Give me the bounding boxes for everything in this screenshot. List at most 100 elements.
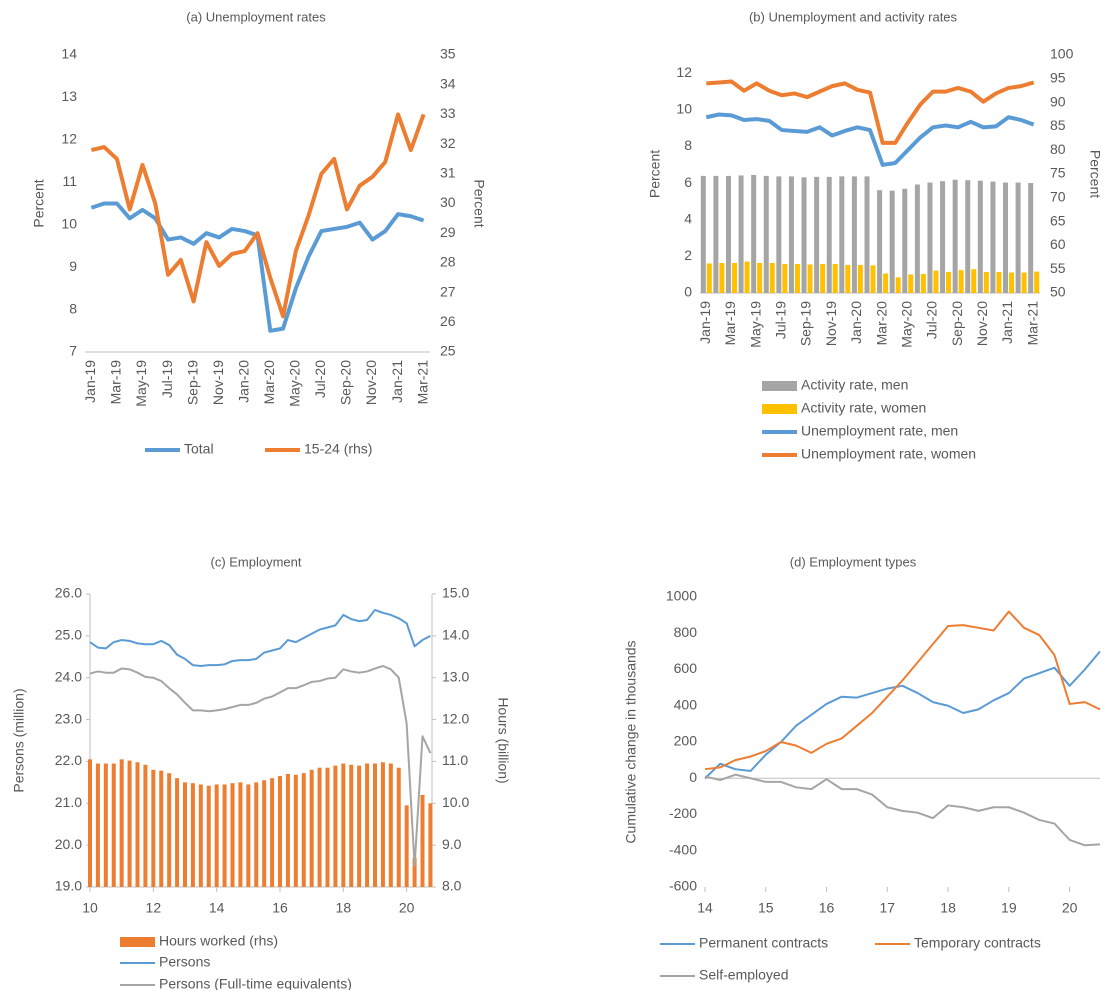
x-tick-label: Mar-21 — [414, 360, 430, 405]
bar — [206, 785, 211, 887]
x-tick-label: Mar-19 — [722, 301, 738, 346]
x-tick-label: May-19 — [133, 360, 149, 407]
bar — [301, 773, 306, 887]
y2-tick-label: 50 — [1050, 284, 1066, 300]
bar — [119, 759, 124, 887]
y2-tick-label: 14.0 — [442, 627, 469, 643]
x-tick-label: Sep-20 — [338, 360, 354, 405]
bar — [88, 759, 92, 887]
bar — [412, 857, 417, 887]
bar — [214, 784, 219, 887]
y2-tick-label: 32 — [440, 135, 456, 151]
y-axis-title: Percent — [31, 179, 47, 227]
bar — [230, 783, 235, 887]
y2-axis-title: Percent — [471, 179, 487, 227]
legend-label: Persons — [159, 954, 210, 970]
y2-tick-label: 25 — [440, 343, 456, 359]
bar — [719, 263, 725, 293]
y-tick-label: 800 — [674, 624, 698, 640]
legend-label: Total — [184, 441, 214, 457]
legend-label: Unemployment rate, women — [801, 446, 976, 462]
y2-tick-label: 27 — [440, 283, 456, 299]
x-tick-label: Jan-20 — [848, 301, 864, 344]
y-tick-label: 26.0 — [55, 585, 82, 601]
y-tick-label: 0 — [689, 769, 697, 785]
bar — [95, 763, 100, 887]
line-series — [704, 773, 1101, 847]
bar — [380, 762, 385, 887]
bar — [914, 184, 920, 293]
bar — [325, 767, 330, 887]
bar — [990, 181, 996, 293]
bar — [1015, 182, 1021, 293]
y2-tick-label: 85 — [1050, 117, 1066, 133]
x-tick-label: 10 — [82, 900, 98, 916]
bar — [396, 767, 401, 887]
bar — [262, 780, 267, 887]
x-tick-label: 12 — [146, 900, 162, 916]
bar — [788, 176, 794, 293]
legend-label: Activity rate, men — [801, 377, 908, 393]
legend-label: Self-employed — [699, 967, 789, 983]
bar — [404, 805, 409, 887]
y-tick-label: -400 — [669, 841, 697, 857]
y-tick-label: 14 — [61, 46, 77, 62]
bar — [883, 273, 889, 293]
bar — [167, 773, 172, 887]
y2-axis-title: Hours (billion) — [495, 697, 511, 783]
y-tick-label: 4 — [684, 210, 692, 226]
bar — [927, 182, 933, 293]
bar — [127, 760, 132, 887]
bar — [428, 803, 433, 887]
x-tick-label: Sep-19 — [798, 301, 814, 346]
bar — [807, 264, 813, 293]
bar — [744, 261, 750, 293]
x-tick-label: Mar-20 — [261, 360, 277, 405]
y2-tick-label: 13.0 — [442, 668, 469, 684]
bar — [983, 272, 989, 293]
y2-tick-label: 70 — [1050, 189, 1066, 205]
bar — [143, 764, 148, 887]
x-tick-label: 16 — [819, 900, 835, 916]
x-tick-label: 15 — [758, 900, 774, 916]
y-tick-label: 7 — [69, 343, 77, 359]
line-series — [90, 201, 425, 333]
bar — [851, 176, 857, 293]
y2-tick-label: 33 — [440, 105, 456, 121]
bar — [971, 269, 977, 293]
legend-swatch — [762, 381, 797, 391]
bar — [388, 763, 393, 887]
y-tick-label: 21.0 — [55, 794, 82, 810]
x-tick-label: May-20 — [898, 301, 914, 348]
y2-tick-label: 95 — [1050, 70, 1066, 86]
bar — [183, 782, 187, 887]
x-tick-label: 17 — [880, 900, 896, 916]
legend-label: Unemployment rate, men — [801, 423, 958, 439]
y-tick-label: 12 — [676, 64, 692, 80]
x-tick-label: 14 — [697, 900, 713, 916]
y2-tick-label: 28 — [440, 254, 456, 270]
bar — [757, 263, 763, 293]
line-series — [704, 610, 1101, 771]
legend-label: 15-24 (rhs) — [304, 441, 372, 457]
y-axis-title: Percent — [647, 150, 663, 198]
x-tick-label: Nov-19 — [823, 301, 839, 346]
y-tick-label: 0 — [684, 284, 692, 300]
bar — [794, 263, 800, 293]
y2-tick-label: 26 — [440, 313, 456, 329]
y-tick-label: 11 — [62, 173, 77, 189]
y-tick-label: 6 — [684, 174, 692, 190]
chart-title: (a) Unemployment rates — [186, 9, 326, 24]
bar — [826, 176, 832, 293]
bar — [996, 272, 1002, 293]
bar — [920, 273, 926, 293]
bar — [895, 277, 901, 293]
y2-tick-label: 8.0 — [442, 878, 462, 894]
line-series — [705, 112, 1035, 167]
legend-swatch — [120, 937, 155, 947]
bar — [877, 190, 883, 293]
bar — [349, 764, 354, 887]
bar — [309, 769, 314, 887]
bar — [270, 778, 275, 887]
